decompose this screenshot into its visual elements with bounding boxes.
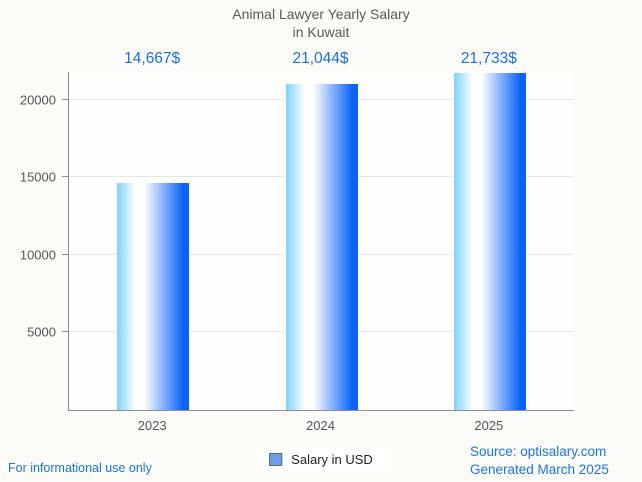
y-tick-label-10000: 10000 bbox=[19, 247, 56, 263]
value-label-row: 14,667$ 21,044$ 21,733$ bbox=[68, 50, 573, 70]
value-label-2023: 14,667$ bbox=[124, 50, 181, 67]
bar-2024 bbox=[285, 83, 358, 410]
y-tick-label-5000: 5000 bbox=[27, 324, 56, 340]
x-axis-label-2024: 2024 bbox=[306, 418, 335, 433]
legend-label: Salary in USD bbox=[291, 452, 373, 467]
y-tick-5000 bbox=[62, 331, 68, 333]
value-label-2024: 21,044$ bbox=[292, 50, 349, 67]
generated-line: Generated March 2025 bbox=[470, 461, 609, 477]
legend-marker-icon bbox=[269, 453, 283, 466]
plot-area bbox=[62, 72, 574, 411]
x-axis-label-2025: 2025 bbox=[474, 418, 504, 433]
source-attribution: Source: optisalary.com Generated March 2… bbox=[470, 443, 609, 478]
bar-2023 bbox=[117, 182, 190, 410]
chart-title: Animal Lawyer Yearly Salary in Kuwait bbox=[0, 5, 642, 41]
y-tick-label-20000: 20000 bbox=[19, 92, 56, 108]
bar-2025 bbox=[453, 73, 526, 410]
value-label-2025: 21,733$ bbox=[460, 50, 517, 67]
chart-title-line1: Animal Lawyer Yearly Salary bbox=[232, 6, 410, 22]
source-line: Source: optisalary.com bbox=[470, 444, 607, 459]
chart-title-line2: in Kuwait bbox=[292, 24, 350, 41]
x-axis-label-row: 2023 2024 2025 bbox=[68, 418, 573, 436]
y-tick-label-15000: 15000 bbox=[19, 169, 56, 185]
y-tick-15000 bbox=[62, 176, 68, 178]
y-tick-20000 bbox=[62, 98, 68, 100]
y-axis-labels: 5000 10000 15000 20000 bbox=[0, 72, 56, 410]
disclaimer-text: For informational use only bbox=[8, 461, 152, 475]
x-axis-label-2023: 2023 bbox=[137, 418, 167, 433]
y-tick-10000 bbox=[62, 253, 68, 255]
chart-legend: Salary in USD bbox=[257, 448, 385, 471]
